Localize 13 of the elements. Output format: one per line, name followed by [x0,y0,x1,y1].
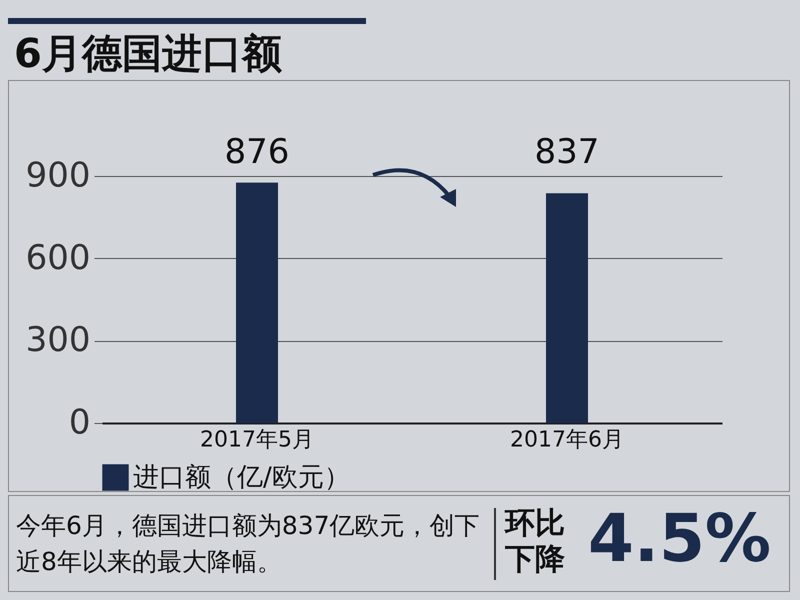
y-tick-label: 600 [26,238,90,278]
x-tick-label: 2017年5月 [200,428,314,452]
text: 4.5% [588,500,772,577]
chart-title: 6月德国进口额 [14,30,282,79]
y-tick-label: 0 [68,402,90,442]
x-tick-label: 2017年6月 [510,428,624,452]
legend-label: 进口额（亿/欧元） [133,462,350,492]
y-tick-label: 900 [26,156,90,196]
text: 今年6月，德国进口额为837亿欧元，创下近8年以来的最大降幅。 [16,510,481,578]
y-tick-label: 300 [26,320,90,360]
text: 环比下降 [505,506,566,578]
data-label: 837 [534,132,600,172]
data-label: 876 [224,132,290,172]
